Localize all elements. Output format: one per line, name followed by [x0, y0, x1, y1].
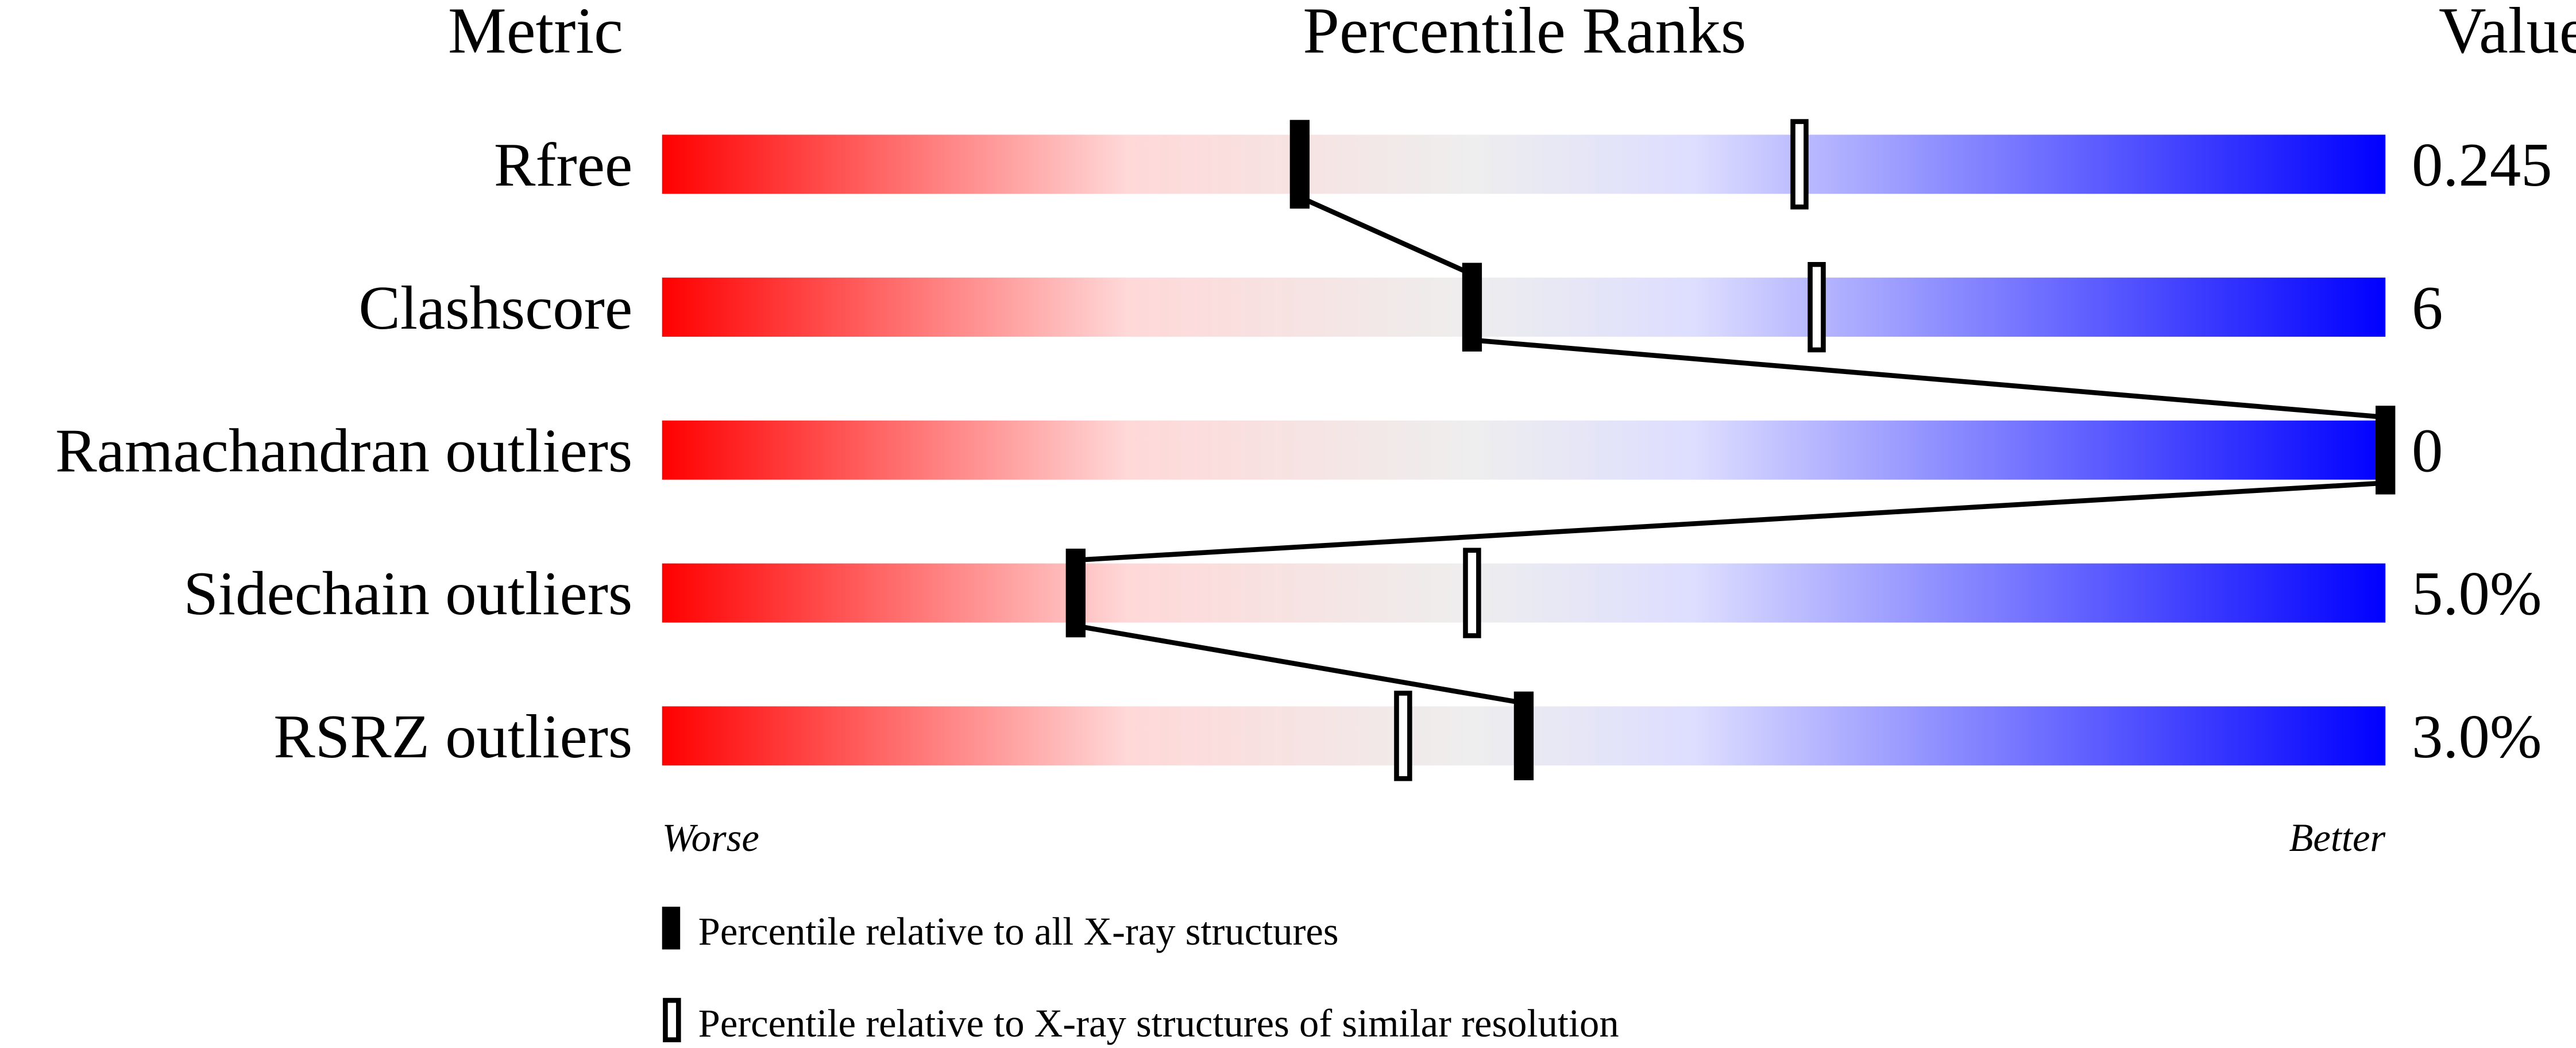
- marker-similar-resolution: [1463, 548, 1481, 638]
- metric-value: 3.0%: [2412, 702, 2542, 771]
- marker-all-structures: [1462, 263, 1482, 352]
- marker-similar-resolution: [1790, 119, 1809, 210]
- connector-line: [1472, 337, 2386, 420]
- metric-value: 0.245: [2412, 130, 2552, 199]
- percentile-bar: [662, 278, 2386, 337]
- metric-value: 5.0%: [2412, 558, 2542, 628]
- metric-label: Rfree: [494, 130, 632, 199]
- header-value: Value: [2439, 0, 2576, 67]
- axis-label-worse: Worse: [662, 816, 759, 860]
- metric-label: Ramachandran outliers: [55, 416, 632, 486]
- connector-line: [1075, 480, 2386, 563]
- marker-similar-resolution: [1808, 261, 1826, 353]
- connector-line: [1075, 623, 1524, 706]
- header-percentile-ranks: Percentile Ranks: [1303, 0, 1746, 67]
- metric-value: 0: [2412, 416, 2443, 486]
- marker-similar-resolution: [1394, 691, 1412, 781]
- percentile-bar: [662, 563, 2386, 623]
- metric-label: RSRZ outliers: [273, 702, 632, 771]
- legend-open-label: Percentile relative to X-ray structures …: [698, 1001, 1619, 1045]
- metric-label: Sidechain outliers: [183, 558, 632, 628]
- marker-all-structures: [1289, 120, 1310, 209]
- marker-all-structures: [2376, 406, 2396, 495]
- header-metric: Metric: [448, 0, 623, 67]
- marker-all-structures: [1513, 691, 1534, 780]
- percentile-bar: [662, 134, 2386, 194]
- connector-line: [1299, 195, 1473, 277]
- metric-label: Clashscore: [358, 273, 632, 342]
- axis-label-better: Better: [2289, 816, 2385, 860]
- metric-value: 6: [2412, 273, 2443, 342]
- legend-filled-label: Percentile relative to all X-ray structu…: [698, 910, 1339, 953]
- legend-open-marker: [663, 997, 681, 1042]
- legend-filled-marker: [662, 907, 681, 950]
- percentile-bar: [662, 420, 2386, 480]
- marker-all-structures: [1065, 548, 1086, 638]
